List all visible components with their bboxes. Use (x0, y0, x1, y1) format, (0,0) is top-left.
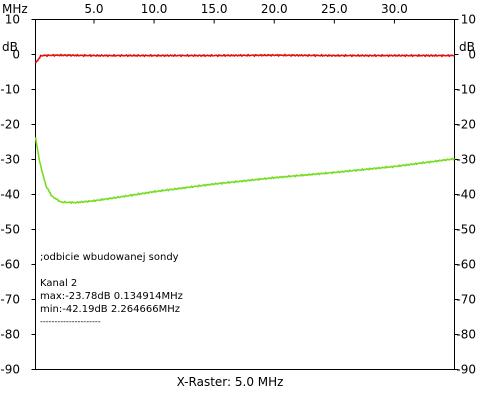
x-tick-label: 5.0 (84, 2, 103, 16)
y-tick-label-left: -80 (0, 328, 20, 342)
x-tick-label: 25.0 (321, 2, 348, 16)
x-tick-label: 10.0 (141, 2, 168, 16)
y-tick-label-right: -60 (456, 258, 476, 272)
y-tick-label-left: -20 (0, 118, 20, 132)
y-tick-label-left: -30 (0, 153, 20, 167)
y-tick-label-left: -60 (0, 258, 20, 272)
y-tick-label-right: -90 (456, 363, 476, 377)
chart-annotation: Kanal 2 (40, 278, 77, 289)
chart-annotation: max:-23.78dB 0.134914MHz (40, 291, 183, 302)
chart-annotation: --------------------- (40, 317, 101, 326)
x-tick-label: 30.0 (381, 2, 408, 16)
y-tick-label-left: -90 (0, 363, 20, 377)
x-axis-label: X-Raster: 5.0 MHz (177, 375, 284, 389)
y-tick-label-right: -70 (456, 293, 476, 307)
series-line (34, 53, 455, 64)
y-tick-label-right: -30 (456, 153, 476, 167)
chart-annotation: ;odbicie wbudowanej sondy (40, 252, 179, 263)
y-tick-label-left: -10 (0, 83, 20, 97)
y-tick-label-right: 10 (461, 13, 476, 27)
y-unit-label-right: dB (459, 40, 475, 54)
y-tick-label-right: 0 (468, 48, 476, 62)
y-tick-label-right: -80 (456, 328, 476, 342)
y-tick-label-left: -40 (0, 188, 20, 202)
y-unit-label-left: dB (2, 40, 18, 54)
y-tick-label-left: 10 (5, 13, 20, 27)
x-tick-label: 15.0 (201, 2, 228, 16)
y-tick-label-right: -50 (456, 223, 476, 237)
chart-annotation: min:-42.19dB 2.264666MHz (40, 304, 180, 315)
y-tick-label-left: -70 (0, 293, 20, 307)
x-tick-label: 20.0 (261, 2, 288, 16)
y-tick-label-right: -40 (456, 188, 476, 202)
y-tick-label-left: -50 (0, 223, 20, 237)
x-unit-label: MHz (2, 2, 28, 16)
y-tick-label-right: -20 (456, 118, 476, 132)
y-tick-label-right: -10 (456, 83, 476, 97)
y-tick-label-left: 0 (12, 48, 20, 62)
series-line (34, 137, 456, 205)
